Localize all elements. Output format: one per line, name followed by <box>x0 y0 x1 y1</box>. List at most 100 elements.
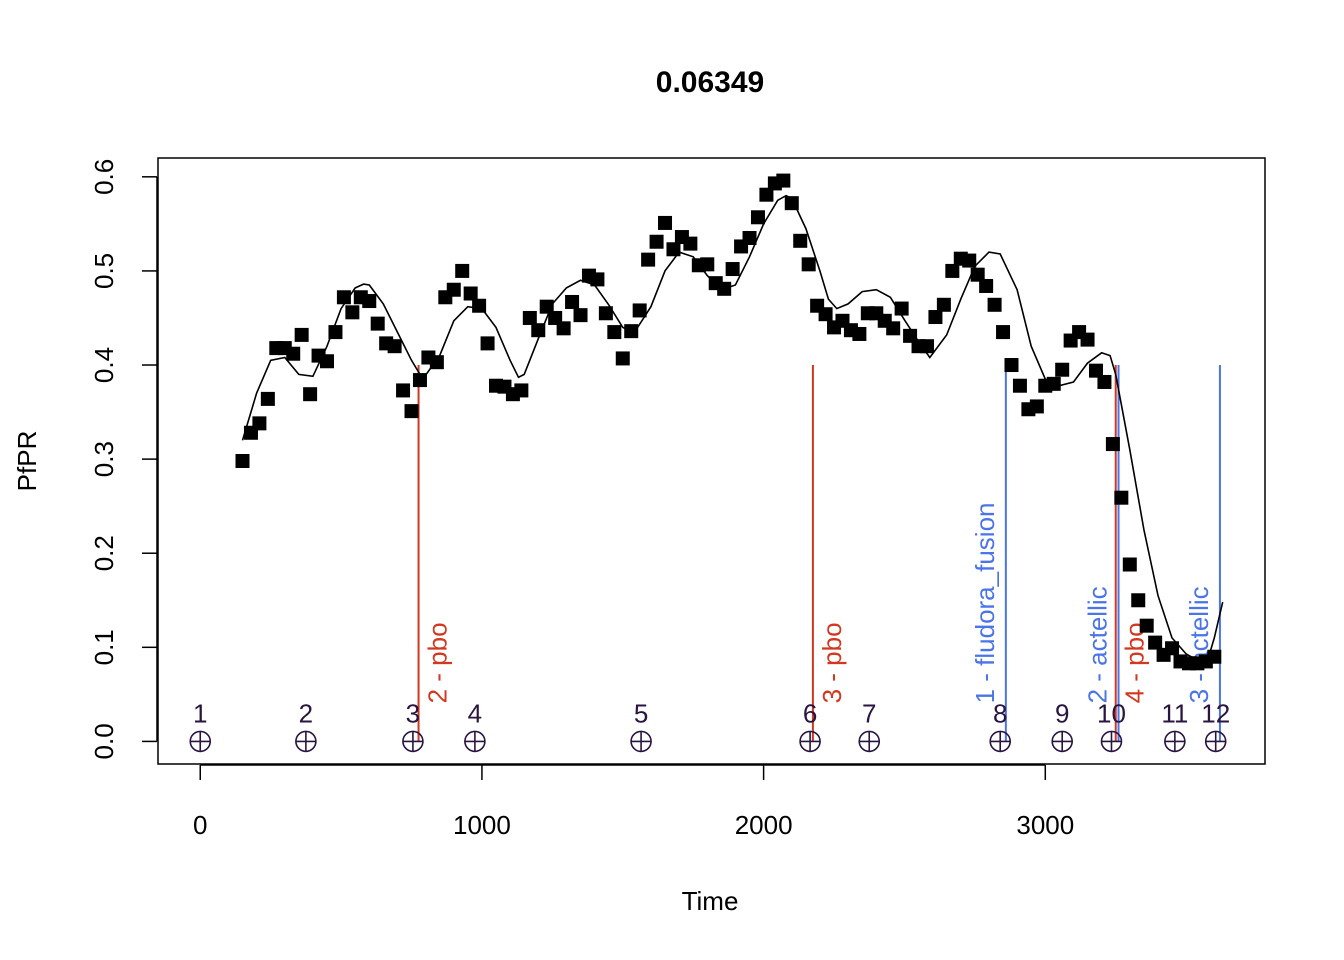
event-marker <box>858 730 881 753</box>
x-axis-title: Time <box>682 886 739 916</box>
data-point <box>919 339 934 354</box>
x-tick-label: 1000 <box>453 810 511 840</box>
y-axis: 0.0 0.1 0.2 0.3 0.4 0.5 0.6 <box>89 159 158 759</box>
x-tick-label: 0 <box>193 810 207 840</box>
data-point <box>852 326 867 341</box>
data-point <box>1080 332 1095 347</box>
data-point <box>446 282 461 297</box>
y-tick-label: 0.6 <box>89 159 119 195</box>
data-point <box>962 253 977 268</box>
intervention-label: 3 - actellic <box>1184 586 1214 703</box>
intervention-label: 2 - pbo <box>423 622 453 703</box>
data-point <box>1055 362 1070 377</box>
y-tick-label: 0.0 <box>89 723 119 759</box>
data-point <box>945 263 960 278</box>
data-point <box>556 321 571 336</box>
intervention-label: 1 - fludora_fusion <box>970 503 1000 704</box>
event-marker <box>799 730 821 753</box>
data-point <box>683 236 698 251</box>
data-point <box>1088 363 1103 378</box>
data-point <box>294 327 309 342</box>
data-point <box>717 281 732 296</box>
data-point <box>370 316 385 331</box>
data-point <box>539 299 554 314</box>
fitted-curve <box>241 194 1224 664</box>
x-axis: 0 1000 2000 3000 <box>193 764 1074 840</box>
data-point <box>987 297 1002 312</box>
data-point <box>1029 399 1044 414</box>
data-point <box>1131 593 1146 608</box>
data-point <box>1148 635 1163 650</box>
data-point <box>649 234 664 249</box>
intervention-label: 2 - actellic <box>1083 586 1113 703</box>
x-tick-label: 3000 <box>1016 810 1074 840</box>
data-point <box>725 262 740 277</box>
event-markers: 1 2 3 4 5 6 7 8 9 10 11 12 <box>189 698 1230 753</box>
data-point <box>1207 649 1222 664</box>
event-marker <box>630 730 652 753</box>
data-point <box>970 267 985 282</box>
data-point <box>412 373 427 388</box>
intervention-label: 4 - pbo <box>1120 622 1150 703</box>
data-point <box>260 391 275 406</box>
data-point <box>522 310 537 325</box>
x-tick-label: 2000 <box>735 810 793 840</box>
data-point <box>404 404 419 419</box>
data-point <box>472 298 487 313</box>
event-marker <box>295 730 317 753</box>
y-tick-label: 0.5 <box>89 253 119 289</box>
data-point <box>632 303 647 318</box>
event-label: 4 <box>468 698 482 728</box>
data-point <box>979 278 994 293</box>
data-point <box>793 233 808 248</box>
event-marker <box>402 730 424 753</box>
data-point <box>624 324 639 339</box>
data-point <box>1105 437 1120 452</box>
intervention-lines: 2 - pbo 3 - pbo 4 - pbo 1 - fludora_fusion 2… <box>417 365 1221 742</box>
data-point <box>320 354 335 369</box>
data-point <box>286 346 301 361</box>
chart-title: 0.06349 <box>656 66 764 99</box>
event-label: 10 <box>1097 698 1126 728</box>
data-point <box>362 294 377 309</box>
event-marker <box>464 730 486 753</box>
y-tick-label: 0.4 <box>89 347 119 383</box>
y-tick-label: 0.2 <box>89 535 119 571</box>
data-point <box>776 173 791 188</box>
event-marker <box>989 730 1012 753</box>
data-point <box>598 306 613 321</box>
data-point <box>336 290 351 305</box>
event-label: 6 <box>803 698 817 728</box>
data-point <box>565 294 580 309</box>
data-point <box>480 336 495 351</box>
data-point <box>936 297 951 312</box>
data-point <box>252 416 267 431</box>
data-point <box>1004 358 1019 373</box>
event-marker <box>1204 730 1227 753</box>
data-point <box>429 355 444 370</box>
event-label: 3 <box>406 698 420 728</box>
data-point <box>573 308 588 323</box>
data-point <box>303 387 318 402</box>
event-marker <box>1164 730 1186 753</box>
data-point <box>1122 557 1137 572</box>
data-point <box>235 454 250 468</box>
data-point <box>1046 376 1061 391</box>
y-tick-label: 0.1 <box>89 629 119 665</box>
event-label: 1 <box>193 698 207 728</box>
data-point <box>700 257 715 272</box>
data-point <box>1139 618 1154 633</box>
data-point <box>531 323 546 338</box>
data-point <box>818 307 833 322</box>
data-point <box>328 325 343 340</box>
data-point <box>1097 374 1112 389</box>
data-point <box>658 215 673 230</box>
data-point <box>396 383 411 398</box>
event-label: 5 <box>634 698 648 728</box>
event-label: 7 <box>862 698 876 728</box>
data-point <box>1012 378 1027 393</box>
event-label: 9 <box>1055 698 1069 728</box>
observed-points <box>235 173 1222 671</box>
data-point <box>928 310 943 325</box>
